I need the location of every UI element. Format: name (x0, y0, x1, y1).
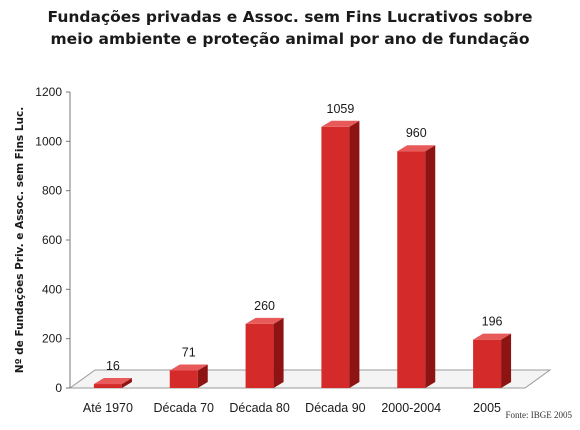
bar-side (425, 145, 436, 388)
bar-side (197, 364, 208, 388)
bar (397, 145, 436, 388)
y-tick-label: 400 (42, 282, 62, 296)
x-category-label: Década 80 (229, 401, 290, 415)
bar-top (473, 333, 512, 340)
source-note: Fonte: IBGE 2005 (505, 410, 573, 420)
bar-front (397, 151, 426, 388)
bar-data-label: 1059 (327, 102, 355, 116)
chart-bars (93, 120, 512, 388)
chart-title-line-1: Fundações privadas e Assoc. sem Fins Luc… (47, 8, 533, 26)
bar-data-label: 260 (254, 299, 275, 313)
bar-side (349, 120, 360, 388)
bar-top (93, 378, 132, 385)
y-tick-label: 600 (42, 233, 62, 247)
chart-title-line-2: meio ambiente e proteção animal por ano … (50, 30, 530, 48)
chart-title: Fundações privadas e Assoc. sem Fins Luc… (0, 6, 580, 50)
bar (93, 378, 132, 388)
y-tick-label: 1000 (35, 134, 62, 148)
bar-data-label: 960 (406, 126, 427, 140)
bar (245, 317, 284, 388)
bar-front (245, 323, 274, 388)
bar-front (321, 126, 350, 388)
x-category-label: 2000-2004 (381, 401, 441, 415)
chart-labels: 16 Até 1970 71 Década 70 260 Década 80 1059 Déc… (83, 102, 503, 415)
bar-data-label: 16 (106, 359, 120, 373)
chart-axes: 0 200 400 600 800 1000 1200 (35, 85, 552, 395)
bar (473, 333, 512, 388)
bar-top (321, 120, 360, 127)
bar (169, 364, 208, 388)
y-tick-label: 200 (42, 332, 62, 346)
y-tick-label: 0 (55, 381, 62, 395)
bar-data-label: 196 (482, 315, 503, 329)
bar-front (473, 339, 502, 388)
x-category-label: Década 90 (305, 401, 366, 415)
bar-side (501, 333, 512, 388)
x-category-label: 2005 (473, 401, 501, 415)
bar-side (121, 378, 132, 388)
bar-front (93, 384, 122, 388)
x-category-label: Década 70 (154, 401, 215, 415)
bar-top (397, 145, 436, 152)
bar-data-label: 71 (182, 345, 196, 359)
y-tick-label: 1200 (35, 85, 62, 99)
bar (321, 120, 360, 388)
x-category-label: Até 1970 (83, 401, 133, 415)
bar-side (273, 317, 284, 388)
y-tick-label: 800 (42, 184, 62, 198)
bar-top (245, 317, 284, 324)
bar-front (169, 370, 198, 388)
bar-top (169, 364, 208, 371)
